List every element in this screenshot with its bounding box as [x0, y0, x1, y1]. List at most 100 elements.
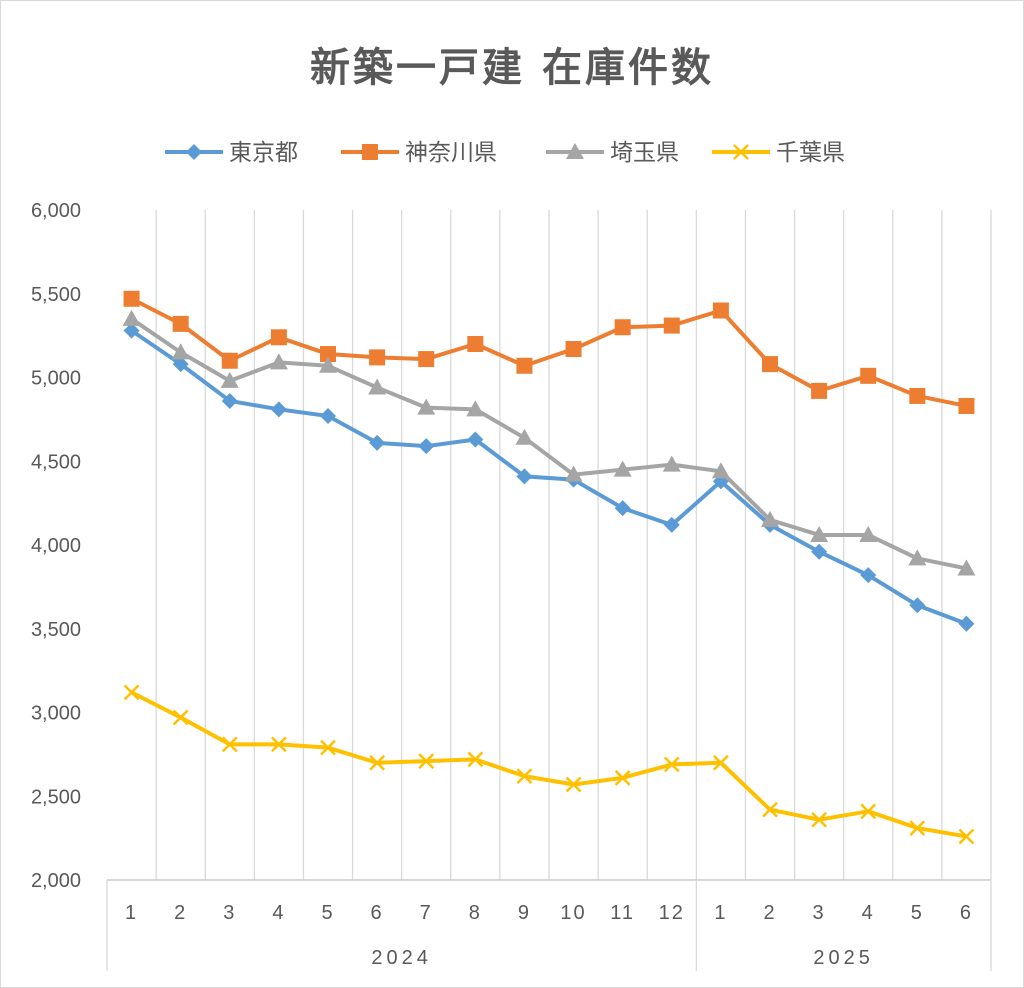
x-tick-label: 1 — [714, 902, 727, 924]
legend-item-x: 千葉県 — [712, 140, 845, 166]
data-point — [810, 525, 829, 542]
x-tick-label: 1 — [125, 902, 138, 924]
legend-item-square: 神奈川県 — [341, 140, 497, 166]
y-tick-label: 5,000 — [31, 368, 81, 390]
data-point — [320, 346, 336, 363]
data-point — [762, 356, 778, 373]
data-point — [123, 290, 140, 307]
data-point — [663, 756, 680, 773]
data-point — [172, 356, 189, 373]
grid — [155, 210, 992, 880]
x-tick-label: 8 — [469, 902, 482, 924]
data-point — [762, 801, 778, 818]
legend-marker — [566, 143, 584, 159]
data-point — [418, 438, 435, 455]
legend-label: 神奈川県 — [405, 140, 497, 166]
series-line — [129, 316, 969, 571]
data-point — [860, 367, 877, 384]
data-point — [613, 460, 632, 477]
data-point — [761, 510, 779, 527]
data-point — [123, 684, 140, 701]
data-point — [958, 615, 975, 632]
y-tick-label: 6,000 — [31, 200, 81, 222]
data-point — [270, 401, 287, 418]
series-triangle — [122, 309, 976, 576]
x-tick-label: 3 — [813, 902, 826, 924]
x-tick-label: 6 — [371, 902, 384, 924]
data-point — [369, 349, 386, 366]
data-point — [466, 400, 485, 417]
data-point — [811, 382, 828, 399]
data-point — [860, 803, 877, 820]
series-x — [123, 684, 975, 845]
data-point — [269, 353, 288, 370]
y-tick-label: 4,500 — [31, 451, 81, 473]
data-point — [515, 428, 534, 445]
data-point — [957, 559, 976, 576]
x-tick-label: 6 — [960, 902, 973, 924]
data-point — [860, 567, 877, 584]
y-tick-label: 2,500 — [31, 786, 81, 808]
data-point — [220, 371, 239, 388]
series-line — [129, 690, 969, 839]
y-tick-label: 4,000 — [31, 535, 81, 557]
data-point — [908, 549, 927, 566]
data-point — [221, 736, 238, 753]
data-point — [467, 431, 484, 448]
data-point — [712, 302, 729, 319]
data-point — [663, 317, 680, 334]
data-point — [123, 322, 140, 339]
data-point — [320, 739, 336, 756]
data-point — [811, 811, 827, 828]
data-point — [320, 408, 336, 425]
x-tick-label: 10 — [560, 902, 586, 924]
legend-item-triangle: 埼玉県 — [546, 140, 679, 166]
data-point — [369, 434, 386, 451]
x-tick-label: 9 — [518, 902, 531, 924]
x-tick-label: 2 — [763, 902, 776, 924]
data-point — [711, 462, 730, 479]
data-point — [713, 754, 729, 771]
data-point — [662, 455, 681, 472]
x-tick-label: 5 — [321, 902, 334, 924]
data-point — [368, 378, 387, 395]
data-point — [909, 387, 926, 404]
x-tick-label: 4 — [862, 902, 875, 924]
legend-marker — [186, 144, 202, 160]
legend-label: 東京都 — [229, 140, 298, 166]
y-tick-label: 3,000 — [31, 703, 81, 725]
data-point — [958, 397, 975, 414]
data-point — [958, 828, 975, 845]
legend-label: 埼玉県 — [610, 140, 679, 166]
data-point — [172, 315, 189, 332]
data-point — [516, 468, 533, 485]
x-tick-label: 7 — [420, 902, 433, 924]
data-point — [516, 357, 533, 374]
legend-marker — [362, 144, 378, 160]
data-point — [614, 769, 631, 786]
axes: 2,000 2,500 3,000 3,500 4,000 4,500 5,000 5,500… — [31, 200, 992, 971]
legend-marker — [733, 144, 749, 160]
series-line — [129, 328, 969, 626]
series-square — [123, 290, 975, 414]
chart-title: 新築一戸建 在庫件数 — [310, 45, 714, 91]
data-point — [467, 751, 484, 768]
data-point — [418, 753, 435, 769]
series-line — [129, 296, 969, 408]
data-point — [171, 343, 190, 360]
legend: 東京都 神奈川県 埼玉県 千葉県 — [165, 140, 845, 166]
data-point — [516, 768, 533, 785]
data-point — [221, 352, 238, 369]
x-tick-label: 5 — [911, 902, 924, 924]
legend-item-diamond: 東京都 — [165, 140, 298, 166]
legend-label: 千葉県 — [776, 140, 845, 166]
data-point — [417, 398, 436, 415]
data-point — [565, 776, 582, 793]
data-point — [271, 736, 287, 753]
x-group-label: 2025 — [813, 947, 874, 969]
y-tick-label: 3,500 — [31, 619, 81, 641]
x-tick-label: 11 — [610, 902, 635, 924]
data-point — [369, 754, 385, 771]
